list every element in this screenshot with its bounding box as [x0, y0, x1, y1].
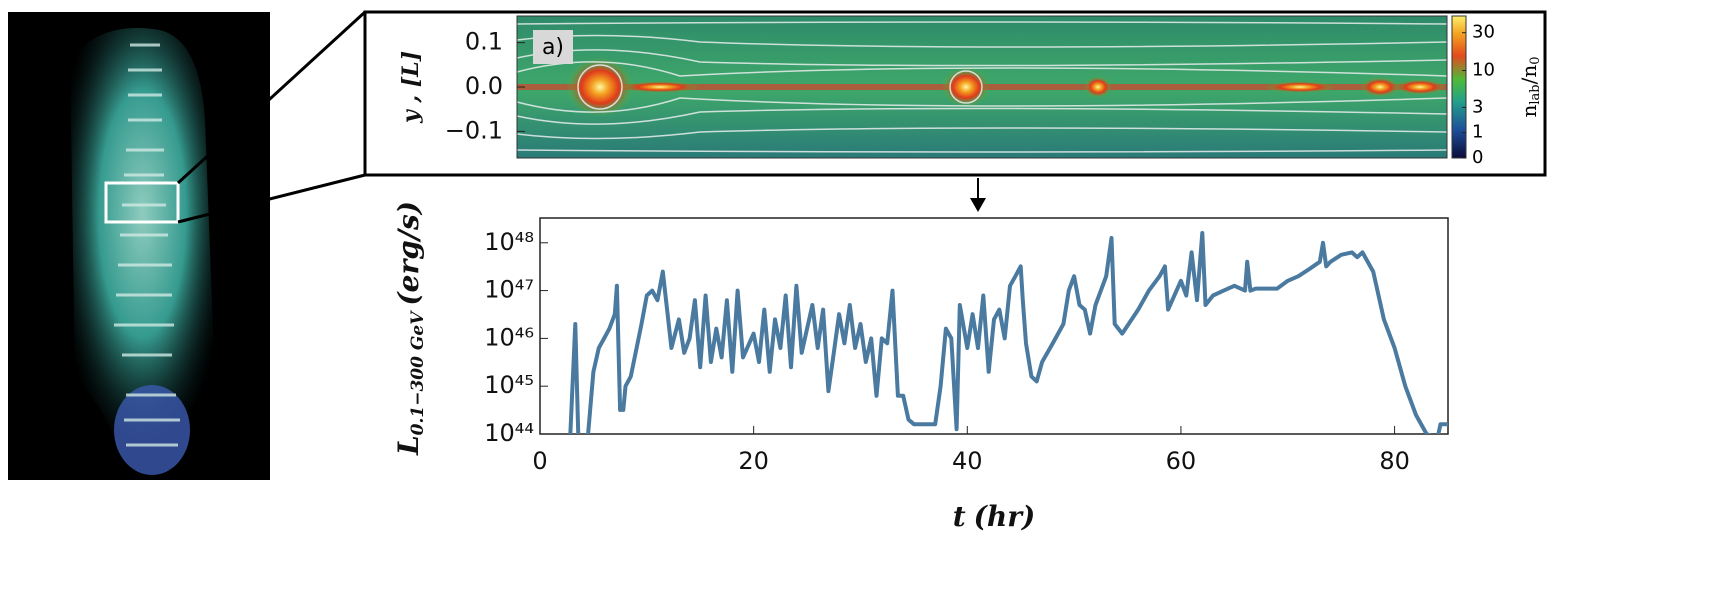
x-tick-label: 0 [532, 447, 547, 475]
colorbar-tick-label: 0 [1472, 147, 1483, 168]
y-tick-label: 10⁴⁷ [484, 276, 534, 304]
panel-label: a) [542, 35, 564, 60]
plot-frame [539, 217, 1449, 435]
x-tick-label: 80 [1379, 447, 1410, 475]
y-tick-label: 10⁴⁸ [484, 228, 534, 256]
zoom-line [176, 10, 367, 185]
colorbar-label-part: 0 [1528, 56, 1543, 64]
colorbar-label-part: lab [1528, 84, 1543, 104]
jet-rendering [8, 12, 270, 480]
y-axis-label: L0.1−300 GeV (erg/s) [392, 201, 428, 456]
y-tick-label: 0.0 [465, 72, 503, 100]
x-label-unit: (hr) [974, 500, 1036, 533]
y-tick-label: 0.1 [465, 28, 503, 56]
colorbar-label-part: n [1517, 105, 1541, 118]
colorbar-tick-label: 10 [1472, 60, 1495, 81]
colorbar [1451, 15, 1467, 159]
panel-frame [363, 10, 1547, 177]
y-label-unit: (erg/s) [392, 201, 425, 306]
colorbar-label: nlab/n0 [1517, 56, 1543, 117]
y-tick-label: −0.1 [445, 116, 503, 144]
colorbar-label-part: /n [1517, 65, 1541, 85]
y-label-symbol: L [392, 435, 425, 456]
y-tick-label: 10⁴⁴ [484, 419, 534, 447]
y-tick-label: 10⁴⁵ [484, 371, 534, 399]
y-tick-label: 10⁴⁶ [484, 323, 534, 351]
x-tick-label: 60 [1166, 447, 1197, 475]
heatmap-y-label: y , [L] [398, 51, 424, 124]
colorbar-tick-label: 1 [1472, 122, 1483, 143]
y-label-subscript: 0.1−300 GeV [408, 310, 428, 436]
colorbar-tick-label: 30 [1472, 22, 1495, 43]
x-tick-label: 20 [738, 447, 769, 475]
colorbar-tick-label: 3 [1472, 96, 1483, 117]
x-label-symbol: t [953, 500, 966, 533]
x-axis-label: t (hr) [953, 500, 1036, 533]
zoom-line [177, 173, 366, 224]
x-tick-label: 40 [952, 447, 983, 475]
density-map [516, 15, 1448, 159]
arrow-head [970, 198, 986, 212]
luminosity-line [568, 231, 1448, 434]
